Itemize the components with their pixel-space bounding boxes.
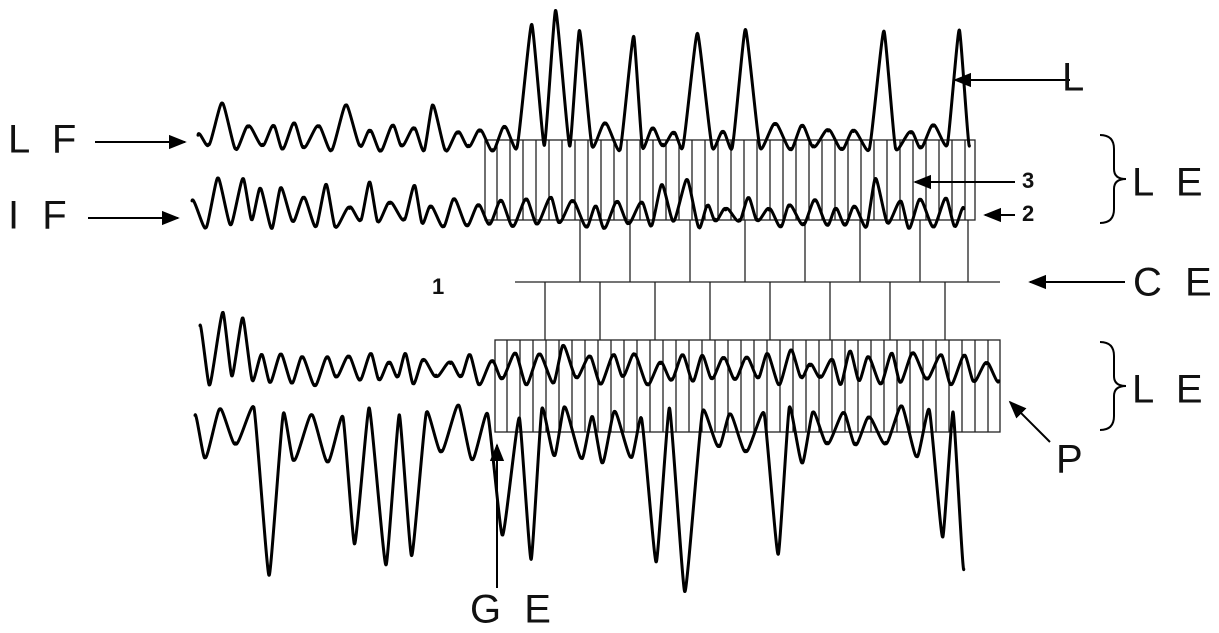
labels: L F I F L 3 2 L E 1 C E L E P G E xyxy=(8,56,1218,632)
label: I F xyxy=(8,194,73,238)
brace xyxy=(1099,134,1127,224)
label: L F xyxy=(8,118,82,162)
label: 1 xyxy=(432,274,444,299)
label: L E xyxy=(1132,161,1209,205)
label: C E xyxy=(1133,261,1218,305)
arrows xyxy=(88,72,1127,588)
arrow xyxy=(1008,400,1051,443)
strand xyxy=(198,311,1001,387)
label: 3 xyxy=(1022,168,1034,193)
strand xyxy=(196,9,971,153)
strand xyxy=(190,176,966,230)
label: L xyxy=(1062,56,1090,100)
lower-layer-box xyxy=(494,339,1001,433)
label: L E xyxy=(1132,368,1209,412)
structure xyxy=(484,139,1001,433)
strand xyxy=(193,403,966,593)
upper-layer-box xyxy=(484,139,976,221)
label: 2 xyxy=(1022,201,1034,226)
label: G E xyxy=(470,588,557,632)
brace xyxy=(1099,341,1127,431)
label: P xyxy=(1056,438,1089,482)
